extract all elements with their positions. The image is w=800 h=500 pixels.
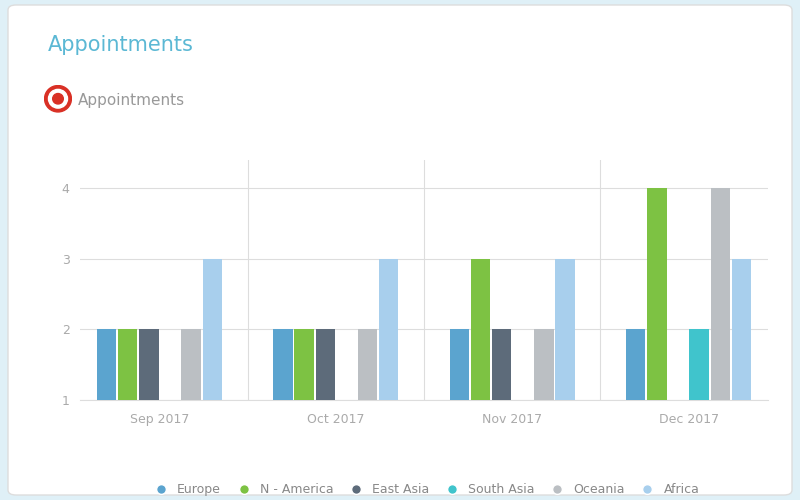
Bar	[626, 330, 646, 400]
Bar	[202, 259, 222, 400]
Text: Appointments: Appointments	[48, 35, 194, 55]
Bar	[710, 188, 730, 400]
Bar	[294, 330, 314, 400]
Bar	[118, 330, 138, 400]
Bar	[379, 259, 398, 400]
Bar	[555, 259, 575, 400]
Bar	[97, 330, 116, 400]
Circle shape	[45, 86, 71, 112]
Bar	[315, 330, 335, 400]
Text: Appointments: Appointments	[78, 92, 185, 108]
Circle shape	[53, 94, 63, 104]
Bar	[273, 330, 293, 400]
Bar	[358, 330, 378, 400]
Bar	[182, 330, 201, 400]
Bar	[647, 188, 666, 400]
Bar	[492, 330, 511, 400]
Bar	[470, 259, 490, 400]
Bar	[690, 330, 709, 400]
Bar	[534, 330, 554, 400]
Circle shape	[49, 90, 67, 108]
Legend: Europe, N - America, East Asia, South Asia, Oceania, Africa: Europe, N - America, East Asia, South As…	[143, 478, 705, 500]
Bar	[450, 330, 469, 400]
Bar	[732, 259, 751, 400]
Bar	[139, 330, 158, 400]
